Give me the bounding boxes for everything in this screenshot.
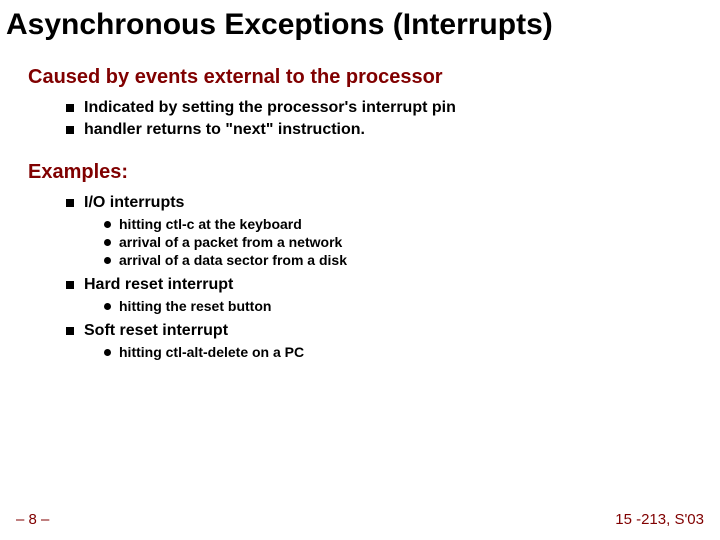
- sub-list-item: hitting the reset button: [28, 298, 720, 314]
- item-text: Indicated by setting the processor's int…: [84, 99, 456, 117]
- section-heading-2: Examples:: [28, 161, 720, 184]
- list-item: I/O interrupts: [28, 194, 720, 212]
- item-text: hitting the reset button: [119, 298, 271, 314]
- list-item: Hard reset interrupt: [28, 276, 720, 294]
- square-bullet-icon: [66, 327, 74, 335]
- sub-list-item: arrival of a data sector from a disk: [28, 252, 720, 268]
- list-item: Indicated by setting the processor's int…: [28, 99, 720, 117]
- sub-list-item: hitting ctl-alt-delete on a PC: [28, 344, 720, 360]
- item-text: handler returns to "next" instruction.: [84, 121, 365, 139]
- square-bullet-icon: [66, 126, 74, 134]
- square-bullet-icon: [66, 104, 74, 112]
- dot-bullet-icon: [104, 239, 111, 246]
- item-text: hitting ctl-c at the keyboard: [119, 216, 302, 232]
- item-text: I/O interrupts: [84, 194, 184, 212]
- square-bullet-icon: [66, 199, 74, 207]
- item-text: arrival of a packet from a network: [119, 234, 342, 250]
- dot-bullet-icon: [104, 349, 111, 356]
- dot-bullet-icon: [104, 303, 111, 310]
- item-text: hitting ctl-alt-delete on a PC: [119, 344, 304, 360]
- item-text: arrival of a data sector from a disk: [119, 252, 347, 268]
- section-heading-1: Caused by events external to the process…: [28, 66, 720, 89]
- slide-title: Asynchronous Exceptions (Interrupts): [0, 0, 720, 62]
- sub-list-item: hitting ctl-c at the keyboard: [28, 216, 720, 232]
- page-number: – 8 –: [16, 511, 49, 528]
- item-text: Hard reset interrupt: [84, 276, 233, 294]
- content-area: Caused by events external to the process…: [0, 66, 720, 360]
- course-tag: 15 -213, S'03: [615, 511, 704, 528]
- sub-list-item: arrival of a packet from a network: [28, 234, 720, 250]
- list-item: Soft reset interrupt: [28, 322, 720, 340]
- square-bullet-icon: [66, 281, 74, 289]
- list-item: handler returns to "next" instruction.: [28, 121, 720, 139]
- dot-bullet-icon: [104, 257, 111, 264]
- dot-bullet-icon: [104, 221, 111, 228]
- item-text: Soft reset interrupt: [84, 322, 228, 340]
